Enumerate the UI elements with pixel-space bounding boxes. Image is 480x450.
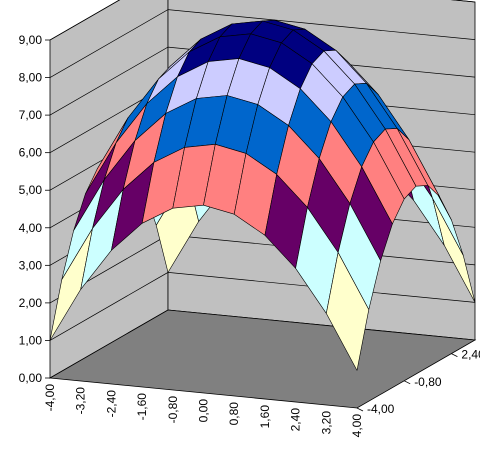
x-tick-label: -2,40 (104, 390, 118, 418)
y-tick-label: -0,80 (414, 375, 442, 389)
z-tick-label: 6,00 (19, 146, 43, 160)
y-tick-mark (404, 380, 411, 385)
floor (48, 309, 477, 409)
x-tick-label: 2,40 (289, 408, 303, 432)
y-tick-label: 2,40 (461, 348, 480, 362)
x-tick-label: -0,80 (166, 396, 180, 424)
surface-mesh (49, 19, 476, 371)
y-tick-mark (451, 353, 458, 357)
z-tick-label: 9,00 (19, 33, 43, 47)
x-tick-label: -4,00 (43, 384, 57, 412)
z-tick-label: 4,00 (19, 221, 43, 235)
z-tick-label: 8,00 (19, 71, 43, 85)
y-tick-mark (356, 407, 364, 412)
z-tick-label: 0,00 (19, 371, 43, 385)
wall-gridline (49, 9, 476, 78)
surface-cell (325, 252, 370, 371)
x-tick-label: -1,60 (135, 393, 149, 421)
x-tick-label: 0,00 (197, 399, 211, 423)
wall-gridline (49, 0, 476, 41)
z-tick-label: 7,00 (19, 108, 43, 122)
x-tick-label: 4,00 (350, 414, 364, 438)
z-tick-label: 5,00 (19, 183, 43, 197)
x-tick-label: 0,80 (227, 402, 241, 426)
z-tick-label: 3,00 (19, 258, 43, 272)
z-tick-label: 1,00 (19, 333, 43, 347)
wall-gridline (49, 46, 476, 116)
x-tick-label: -3,20 (74, 387, 88, 415)
x-axis-ticks: -4,00 -3,20 -2,40 -1,60 -0,80 0,00 0,80 1,60 2,4… (43, 384, 364, 438)
x-tick-label: 3,20 (319, 411, 333, 435)
y-tick-label: -4,00 (367, 402, 395, 416)
z-axis-ticks: 0,00 1,00 2,00 3,00 4,00 5,00 6,00 7,00 8,00 9,00 (19, 33, 50, 385)
chart-floor (48, 309, 477, 409)
z-tick-label: 2,00 (19, 296, 43, 310)
y-axis-ticks: -4,00 -0,80 2,40 (356, 348, 480, 416)
x-tick-label: 1,60 (258, 405, 272, 429)
